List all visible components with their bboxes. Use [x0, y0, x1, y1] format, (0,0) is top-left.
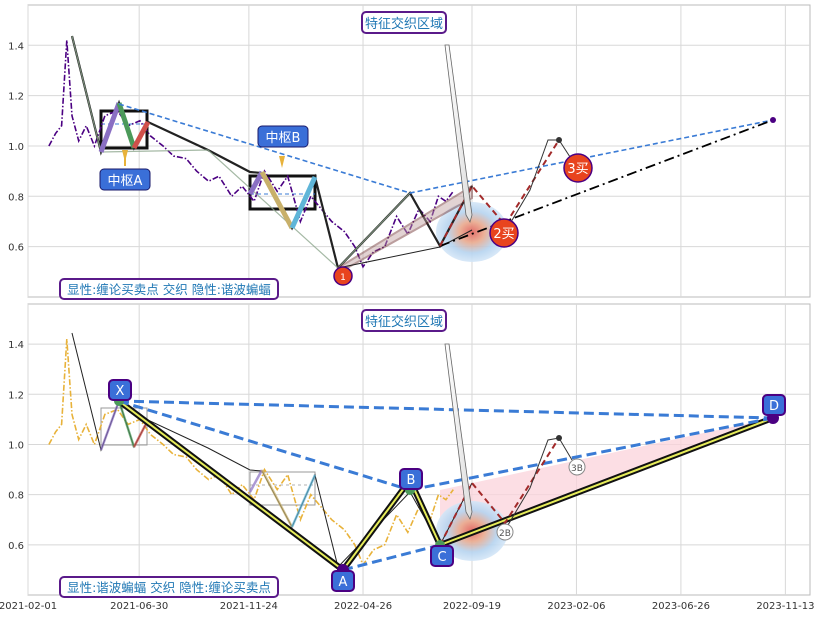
- point-x-label: X: [116, 384, 125, 399]
- bottom-title: 特征交织区域: [365, 314, 443, 330]
- bottom-peak-point: [556, 435, 562, 441]
- bottom-legend-box: [59, 576, 279, 598]
- pivot-a-label: 中枢A: [108, 174, 143, 189]
- top-title-box: [361, 11, 447, 34]
- pivot-b-leg2: [259, 170, 295, 230]
- y-tick-label: 0.8: [8, 491, 24, 502]
- bottom-legend: 显性:谐波蝙蝠 交织 隐性:缠论买卖点: [67, 580, 271, 595]
- buy1-marker: [333, 266, 353, 286]
- b2-label: 2B: [499, 529, 511, 539]
- bottom-panel: 0.60.81.01.21.4 2021-02-01 2021-06-30 2021…: [0, 303, 814, 612]
- bottom-pivot-a-leg1: [99, 400, 121, 451]
- pivot-a-leg1: [98, 102, 122, 153]
- top-title: 特征交织区域: [365, 16, 443, 32]
- y-tick-label: 0.6: [8, 243, 24, 254]
- xabcd-dashed-xb: [118, 399, 411, 492]
- point-a-label: A: [339, 575, 348, 590]
- x-tick-label: 2021-02-01: [0, 601, 57, 612]
- pivot-b-leg1: [247, 170, 265, 196]
- bottom-price-line: [48, 339, 454, 567]
- y-tick-label: 0.8: [8, 192, 24, 203]
- x-tick-label: 2023-11-13: [756, 601, 814, 612]
- top-panel: 0.6 0.8 1.0 1.2 1.4 1: [8, 4, 811, 300]
- buy3-marker: [563, 153, 593, 183]
- point-x-label-box: [108, 379, 132, 401]
- y-tick-label: 1.2: [8, 92, 24, 103]
- buy1-label: 1: [340, 273, 346, 283]
- buy2-marker: [489, 218, 519, 248]
- top-legend: 显性:缠论买卖点 交织 隐性:谐波蝙蝠: [67, 282, 271, 297]
- top-swing-curve: [504, 139, 573, 233]
- bottom-title-box: [361, 309, 447, 332]
- top-end-point: [770, 117, 776, 123]
- top-y-tick-labels: 0.6 0.8 1.0 1.2 1.4: [8, 41, 24, 253]
- point-a-label-box: [331, 570, 355, 592]
- b2-marker: [496, 523, 514, 541]
- b3-label: 3B: [571, 464, 583, 474]
- point-d-label-box: [762, 394, 786, 416]
- buy2-label: 2买: [493, 227, 514, 242]
- y-tick-label: 1.0: [8, 142, 24, 153]
- top-red-dashed-path: [439, 139, 560, 247]
- y-tick-label: 1.4: [8, 340, 24, 351]
- bottom-x-tick-labels: 2021-02-01 2021-06-30 2021-11-24 2022-04-26…: [0, 601, 814, 612]
- y-tick-label: 1.4: [8, 41, 24, 52]
- x-tick-label: 2023-06-26: [652, 601, 710, 612]
- x-tick-label: 2021-06-30: [110, 601, 168, 612]
- pivot-b-label-box: [257, 125, 309, 148]
- bottom-callout-arrow: [444, 343, 473, 521]
- top-interlace-glow: [436, 202, 508, 262]
- point-c-label: C: [437, 550, 446, 565]
- x-tick-label: 2023-02-06: [547, 601, 605, 612]
- buy3-label: 3买: [567, 162, 588, 177]
- xabcd-dashed-ac: [342, 543, 441, 572]
- pivot-a-arrow: [122, 150, 128, 166]
- pivot-b-leg3: [289, 175, 318, 230]
- y-tick-label: 0.6: [8, 541, 24, 552]
- xabcd-dashed-bd: [409, 416, 774, 492]
- top-thin-line: [337, 229, 473, 269]
- pivot-b-arrow: [279, 156, 285, 168]
- bottom-red-dashed-path: [439, 437, 560, 546]
- top-legend-box: [59, 278, 279, 300]
- bottom-pivot-b-leg1: [248, 469, 264, 493]
- top-price-line: [48, 40, 454, 269]
- point-b-label: B: [407, 473, 416, 488]
- top-callout-arrow: [444, 44, 473, 224]
- top-grid: [27, 5, 810, 297]
- x-tick-label: 2022-04-26: [334, 601, 392, 612]
- pivot-a-leg3: [131, 120, 151, 150]
- top-peak-point: [556, 137, 562, 143]
- point-b-label-box: [399, 468, 423, 490]
- y-tick-label: 1.2: [8, 390, 24, 401]
- point-c-label-box: [430, 545, 454, 567]
- bottom-pivot-b-leg2: [260, 469, 294, 528]
- top-stroke-outline: [71, 35, 411, 269]
- pivot-a-leg2: [116, 102, 137, 149]
- pivot-a-label-box: [99, 168, 151, 191]
- pivot-b-label: 中枢B: [266, 131, 301, 146]
- bottom-y-tick-labels: 0.6 0.8 1.0 1.2 1.4: [8, 340, 24, 552]
- bottom-swing-curve: [504, 437, 573, 531]
- b3-marker: [568, 458, 586, 476]
- bottom-pivot-b-leg3: [290, 474, 317, 528]
- x-tick-label: 2021-11-24: [220, 601, 278, 612]
- top-blue-dashed-trendline: [118, 103, 774, 194]
- bottom-pivot-box-b: [249, 471, 316, 506]
- bottom-pivot-a-leg2: [117, 400, 136, 448]
- point-d-label: D: [769, 399, 779, 414]
- xabcd-dashed-xd: [118, 399, 774, 420]
- y-tick-label: 1.0: [8, 440, 24, 451]
- x-tick-label: 2022-09-19: [443, 601, 501, 612]
